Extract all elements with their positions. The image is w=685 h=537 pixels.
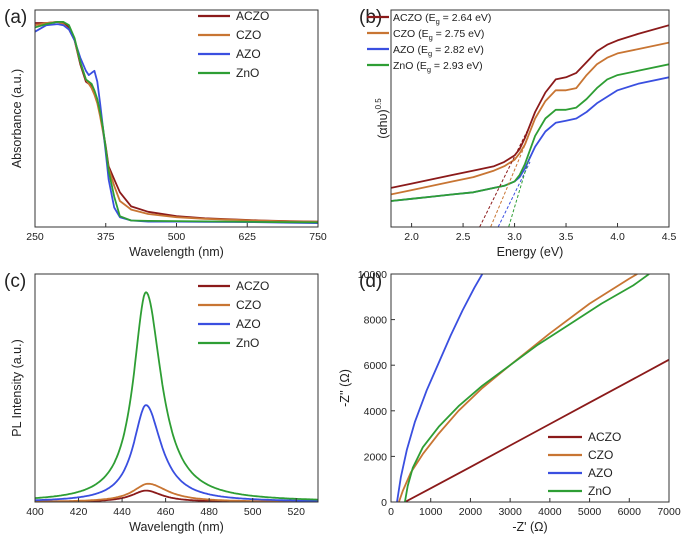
legend-label-aczo: ACZO xyxy=(588,430,621,444)
legend-c: ACZO CZO AZO ZnO xyxy=(198,279,269,350)
series-line-azo xyxy=(396,274,484,502)
x-tick-label: 2.0 xyxy=(404,231,419,243)
tangent-line-czo xyxy=(490,137,529,227)
legend-label-czo: CZO xyxy=(588,448,613,462)
y-tick-label: 8000 xyxy=(364,315,388,327)
legend-label-czo: CZO xyxy=(236,28,261,42)
x-tick-label: 2.5 xyxy=(456,231,471,243)
x-tick-label: 520 xyxy=(287,506,305,518)
plot-frame-d xyxy=(390,273,670,503)
x-tick-label: 375 xyxy=(97,231,115,243)
x-tick-label: 5000 xyxy=(578,506,602,518)
x-tick-label: 3.5 xyxy=(559,231,574,243)
legend-label-azo: AZO xyxy=(588,466,613,480)
x-tick-label: 625 xyxy=(238,231,256,243)
panel-d: 0 1000 2000 3000 4000 5000 6000 7000 0 2000 4000 60… xyxy=(338,269,681,534)
x-tick-label: 3000 xyxy=(498,506,522,518)
series-line-aczo xyxy=(404,358,669,502)
legend-label-aczo: ACZO (Eg = 2.64 eV) xyxy=(393,12,491,26)
y-axis-label: Absorbance (a.u.) xyxy=(10,69,24,168)
legend-label-zno: ZnO (Eg = 2.93 eV) xyxy=(393,60,483,74)
x-tick-label: 3.0 xyxy=(507,231,522,243)
y-tick-label: 4000 xyxy=(364,406,388,418)
x-tick-label: 420 xyxy=(70,506,88,518)
legend-label-zno: ZnO xyxy=(236,66,259,80)
x-tick-label: 400 xyxy=(26,506,44,518)
x-tick-label: 4000 xyxy=(538,506,562,518)
legend-label-aczo: ACZO xyxy=(236,9,269,23)
plot-area-a xyxy=(35,21,318,224)
plot-area-d xyxy=(396,274,669,502)
legend-label-czo: CZO xyxy=(236,298,261,312)
x-tick-label: 440 xyxy=(113,506,131,518)
x-tick-label: 500 xyxy=(168,231,186,243)
series-line-zno xyxy=(404,274,650,502)
tangent-line-aczo xyxy=(479,131,528,227)
panel-label: (a) xyxy=(4,7,27,28)
series-line-zno xyxy=(35,21,318,224)
x-axis-label: Energy (eV) xyxy=(497,245,564,259)
series-line-czo xyxy=(398,274,638,502)
x-tick-label: 500 xyxy=(244,506,262,518)
tangent-line-zno xyxy=(508,155,531,227)
x-tick-label: 480 xyxy=(200,506,218,518)
series-line-czo xyxy=(391,41,669,196)
tangent-line-azo xyxy=(497,161,531,227)
legend-label-zno: ZnO xyxy=(236,336,259,350)
series-line-czo xyxy=(35,482,318,502)
y-axis-label-exponent: 0.5 xyxy=(374,98,383,110)
y-axis-label: -Z'' (Ω) xyxy=(338,369,352,407)
series-line-zno xyxy=(391,63,669,202)
panel-c: 400 420 440 460 480 500 520 Wavelength (nm) PL I… xyxy=(4,271,319,534)
y-axis-label: (αhυ)0.5 xyxy=(374,98,390,139)
legend-label-azo: AZO xyxy=(236,47,261,61)
x-axis-label: -Z' (Ω) xyxy=(512,520,547,534)
legend-label-aczo: ACZO xyxy=(236,279,269,293)
legend-b: ACZO (Eg = 2.64 eV) CZO (Eg = 2.75 eV) AZO… xyxy=(367,12,491,74)
plot-frame-a xyxy=(34,9,319,228)
plot-area-b xyxy=(391,24,669,227)
y-axis-label-main: (αhυ) xyxy=(376,109,390,138)
x-axis-label: Wavelength (nm) xyxy=(129,520,224,534)
plot-area-c xyxy=(35,291,318,502)
series-line-azo xyxy=(35,404,318,502)
x-tick-label: 250 xyxy=(26,231,44,243)
legend-label-azo: AZO xyxy=(236,317,261,331)
panel-label: (c) xyxy=(4,271,26,292)
x-tick-label: 6000 xyxy=(618,506,642,518)
x-tick-label: 460 xyxy=(157,506,175,518)
series-line-azo xyxy=(391,76,669,202)
x-tick-label: 1000 xyxy=(419,506,443,518)
x-tick-label: 750 xyxy=(309,231,327,243)
panel-label: (d) xyxy=(359,271,382,292)
y-axis-label: PL Intensity (a.u.) xyxy=(10,339,24,437)
y-tick-label: 0 xyxy=(381,497,387,509)
x-tick-label: 2000 xyxy=(459,506,483,518)
x-tick-label: 4.5 xyxy=(662,231,677,243)
legend-d: ACZO CZO AZO ZnO xyxy=(548,430,621,498)
panel-a: 250 375 500 625 750 Wavelength (nm) Absorbance… xyxy=(4,7,327,259)
plot-frame-b xyxy=(390,9,670,228)
x-tick-label: 4.0 xyxy=(610,231,625,243)
x-tick-label: 7000 xyxy=(657,506,681,518)
series-line-aczo xyxy=(391,24,669,189)
y-tick-label: 10000 xyxy=(358,269,387,281)
y-tick-label: 6000 xyxy=(364,360,388,372)
y-tick-label: 2000 xyxy=(364,451,388,463)
legend-label-zno: ZnO xyxy=(588,484,611,498)
legend-label-czo: CZO (Eg = 2.75 eV) xyxy=(393,28,484,42)
series-line-zno xyxy=(35,291,318,501)
legend-a: ACZO CZO AZO ZnO xyxy=(198,9,269,80)
legend-label-azo: AZO (Eg = 2.82 eV) xyxy=(393,44,484,58)
plot-frame-c xyxy=(34,273,319,503)
x-axis-label: Wavelength (nm) xyxy=(129,245,224,259)
x-tick-label: 0 xyxy=(388,506,394,518)
